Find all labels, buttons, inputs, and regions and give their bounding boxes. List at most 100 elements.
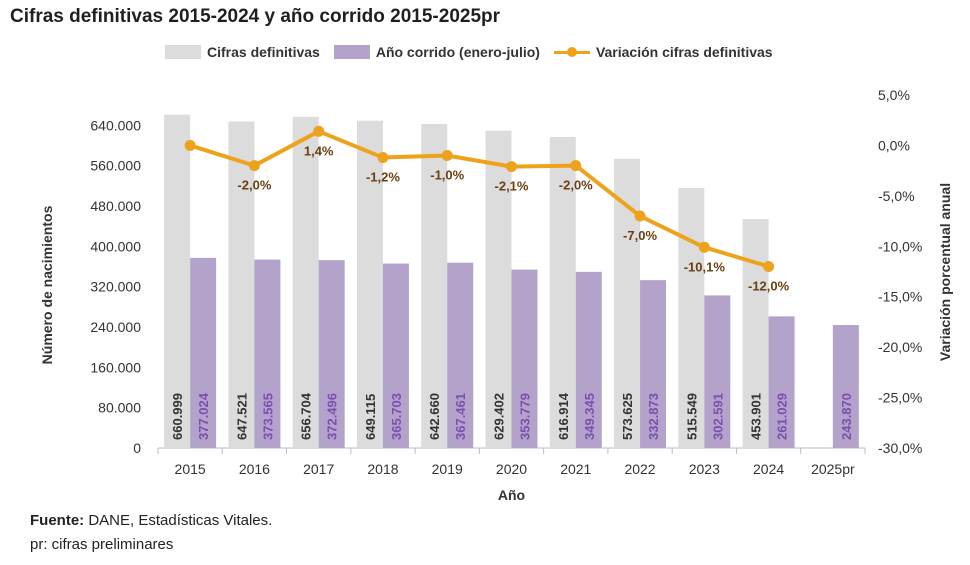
x-tick-label: 2016 (239, 461, 270, 477)
y-tick-label: 400.000 (90, 238, 141, 254)
line-label-variacion: -1,0% (430, 168, 464, 183)
y-tick-label: 480.000 (90, 198, 141, 214)
bar-label-ano-corrido: 332.873 (646, 393, 661, 440)
bar-ano-corrido (382, 263, 409, 448)
line-point-variacion (313, 125, 325, 137)
bar-label-cifras-definitivas: 642.660 (427, 393, 442, 440)
y2-tick-label: -20,0% (878, 339, 922, 355)
bar-ano-corrido (704, 295, 731, 448)
bar-ano-corrido (190, 257, 217, 448)
bar-ano-corrido (768, 316, 795, 448)
legend-swatch-gray (165, 45, 201, 59)
bar-label-cifras-definitivas: 647.521 (234, 393, 249, 440)
bar-label-ano-corrido: 243.870 (839, 393, 854, 440)
line-point-variacion (248, 160, 260, 172)
y2-tick-label: -5,0% (878, 188, 915, 204)
x-tick-label: 2021 (560, 461, 591, 477)
x-axis-title: Año (498, 487, 525, 503)
y-axis-title: Número de nacimientos (39, 205, 55, 364)
legend-item-variacion: Variación cifras definitivas (553, 44, 773, 60)
preliminary-note: pr: cifras preliminares (30, 536, 174, 553)
bar-label-cifras-definitivas: 573.625 (620, 393, 635, 440)
bar-cifras-definitivas (485, 130, 512, 448)
bar-label-ano-corrido: 377.024 (196, 392, 211, 440)
source-text: DANE, Estadísticas Vitales. (88, 512, 273, 529)
line-label-variacion: 1,4% (304, 143, 334, 158)
line-point-variacion (570, 160, 582, 172)
line-point-variacion (634, 210, 646, 222)
bar-label-cifras-definitivas: 453.901 (749, 393, 764, 440)
line-label-variacion: -2,0% (237, 178, 271, 193)
bar-ano-corrido (447, 262, 474, 448)
line-variacion (189, 129, 770, 269)
line-point-variacion (763, 260, 775, 272)
y2-tick-label: 0,0% (878, 137, 910, 153)
y2-tick-label: 5,0% (878, 87, 910, 103)
bar-label-cifras-definitivas: 515.549 (684, 393, 699, 440)
bar-ano-corrido (511, 269, 538, 448)
y-tick-label: 160.000 (90, 359, 141, 375)
legend-item-ano-corrido: Año corrido (enero-julio) (333, 44, 540, 60)
y-tick-label: 0 (133, 440, 141, 456)
bar-cifras-definitivas (356, 120, 383, 448)
bar-label-ano-corrido: 261.029 (775, 393, 790, 440)
x-tick-label: 2020 (496, 461, 527, 477)
legend-swatch-purple (333, 45, 370, 59)
x-tick-label: 2022 (624, 461, 655, 477)
bar-ano-corrido (575, 271, 602, 448)
bar-ano-corrido (318, 260, 345, 448)
bar-ano-corrido (640, 280, 667, 448)
line-point-variacion (377, 152, 389, 164)
bar-ano-corrido (254, 259, 281, 448)
legend-label-ano-corrido: Año corrido (enero-julio) (375, 44, 540, 60)
bar-label-ano-corrido: 372.496 (325, 393, 340, 440)
y2-tick-label: -30,0% (878, 440, 922, 456)
line-label-variacion: -2,1% (495, 179, 529, 194)
bar-label-ano-corrido: 349.345 (582, 393, 597, 440)
line-label-variacion: -12,0% (748, 278, 790, 293)
bar-label-cifras-definitivas: 649.115 (363, 394, 378, 440)
x-tick-label: 2015 (175, 461, 206, 477)
bar-cifras-definitivas (421, 123, 448, 448)
y2-tick-label: -15,0% (878, 289, 922, 305)
bar-cifras-definitivas (164, 114, 191, 448)
bar-label-cifras-definitivas: 629.402 (492, 393, 507, 440)
bar-label-ano-corrido: 302.591 (710, 393, 725, 440)
source-label: Fuente: (30, 512, 85, 529)
line-point-variacion (506, 161, 517, 173)
line-label-variacion: -7,0% (623, 228, 657, 243)
chart-title: Cifras definitivas 2015-2024 y año corri… (10, 6, 501, 27)
y-tick-label: 640.000 (90, 117, 141, 133)
line-point-variacion (698, 241, 710, 253)
legend: Cifras definitivas Año corrido (enero-ju… (165, 44, 787, 60)
y-tick-label: 560.000 (90, 158, 141, 174)
legend-label-cifras-definitivas: Cifras definitivas (207, 44, 320, 60)
bar-label-ano-corrido: 365.703 (389, 393, 404, 440)
source-line: Fuente: DANE, Estadísticas Vitales. (30, 512, 272, 529)
bar-cifras-definitivas (228, 121, 255, 448)
bar-ano-corrido (832, 325, 859, 448)
y2-axis-title: Variación porcentual anual (937, 183, 953, 361)
bar-cifras-definitivas (549, 136, 576, 448)
x-tick-label: 2019 (432, 461, 463, 477)
line-label-variacion: -1,2% (366, 170, 400, 185)
y2-tick-label: -25,0% (878, 390, 922, 406)
bar-label-cifras-definitivas: 656.704 (299, 392, 314, 440)
x-tick-label: 2025pr (811, 461, 855, 477)
bar-label-ano-corrido: 373.565 (260, 393, 275, 440)
y-tick-label: 80.000 (98, 400, 141, 416)
bar-cifras-definitivas (292, 116, 319, 448)
legend-label-variacion: Variación cifras definitivas (595, 44, 773, 60)
y2-tick-label: -10,0% (878, 238, 922, 254)
y-tick-label: 320.000 (90, 279, 141, 295)
bar-label-ano-corrido: 367.461 (453, 393, 468, 440)
x-tick-label: 2023 (689, 461, 720, 477)
x-tick-label: 2024 (753, 461, 784, 477)
line-label-variacion: -10,1% (684, 259, 726, 274)
x-tick-label: 2017 (303, 461, 334, 477)
line-point-variacion (441, 150, 453, 162)
bar-cifras-definitivas (678, 188, 705, 449)
bar-label-cifras-definitivas: 660.999 (170, 393, 185, 440)
y-tick-label: 240.000 (90, 319, 141, 335)
